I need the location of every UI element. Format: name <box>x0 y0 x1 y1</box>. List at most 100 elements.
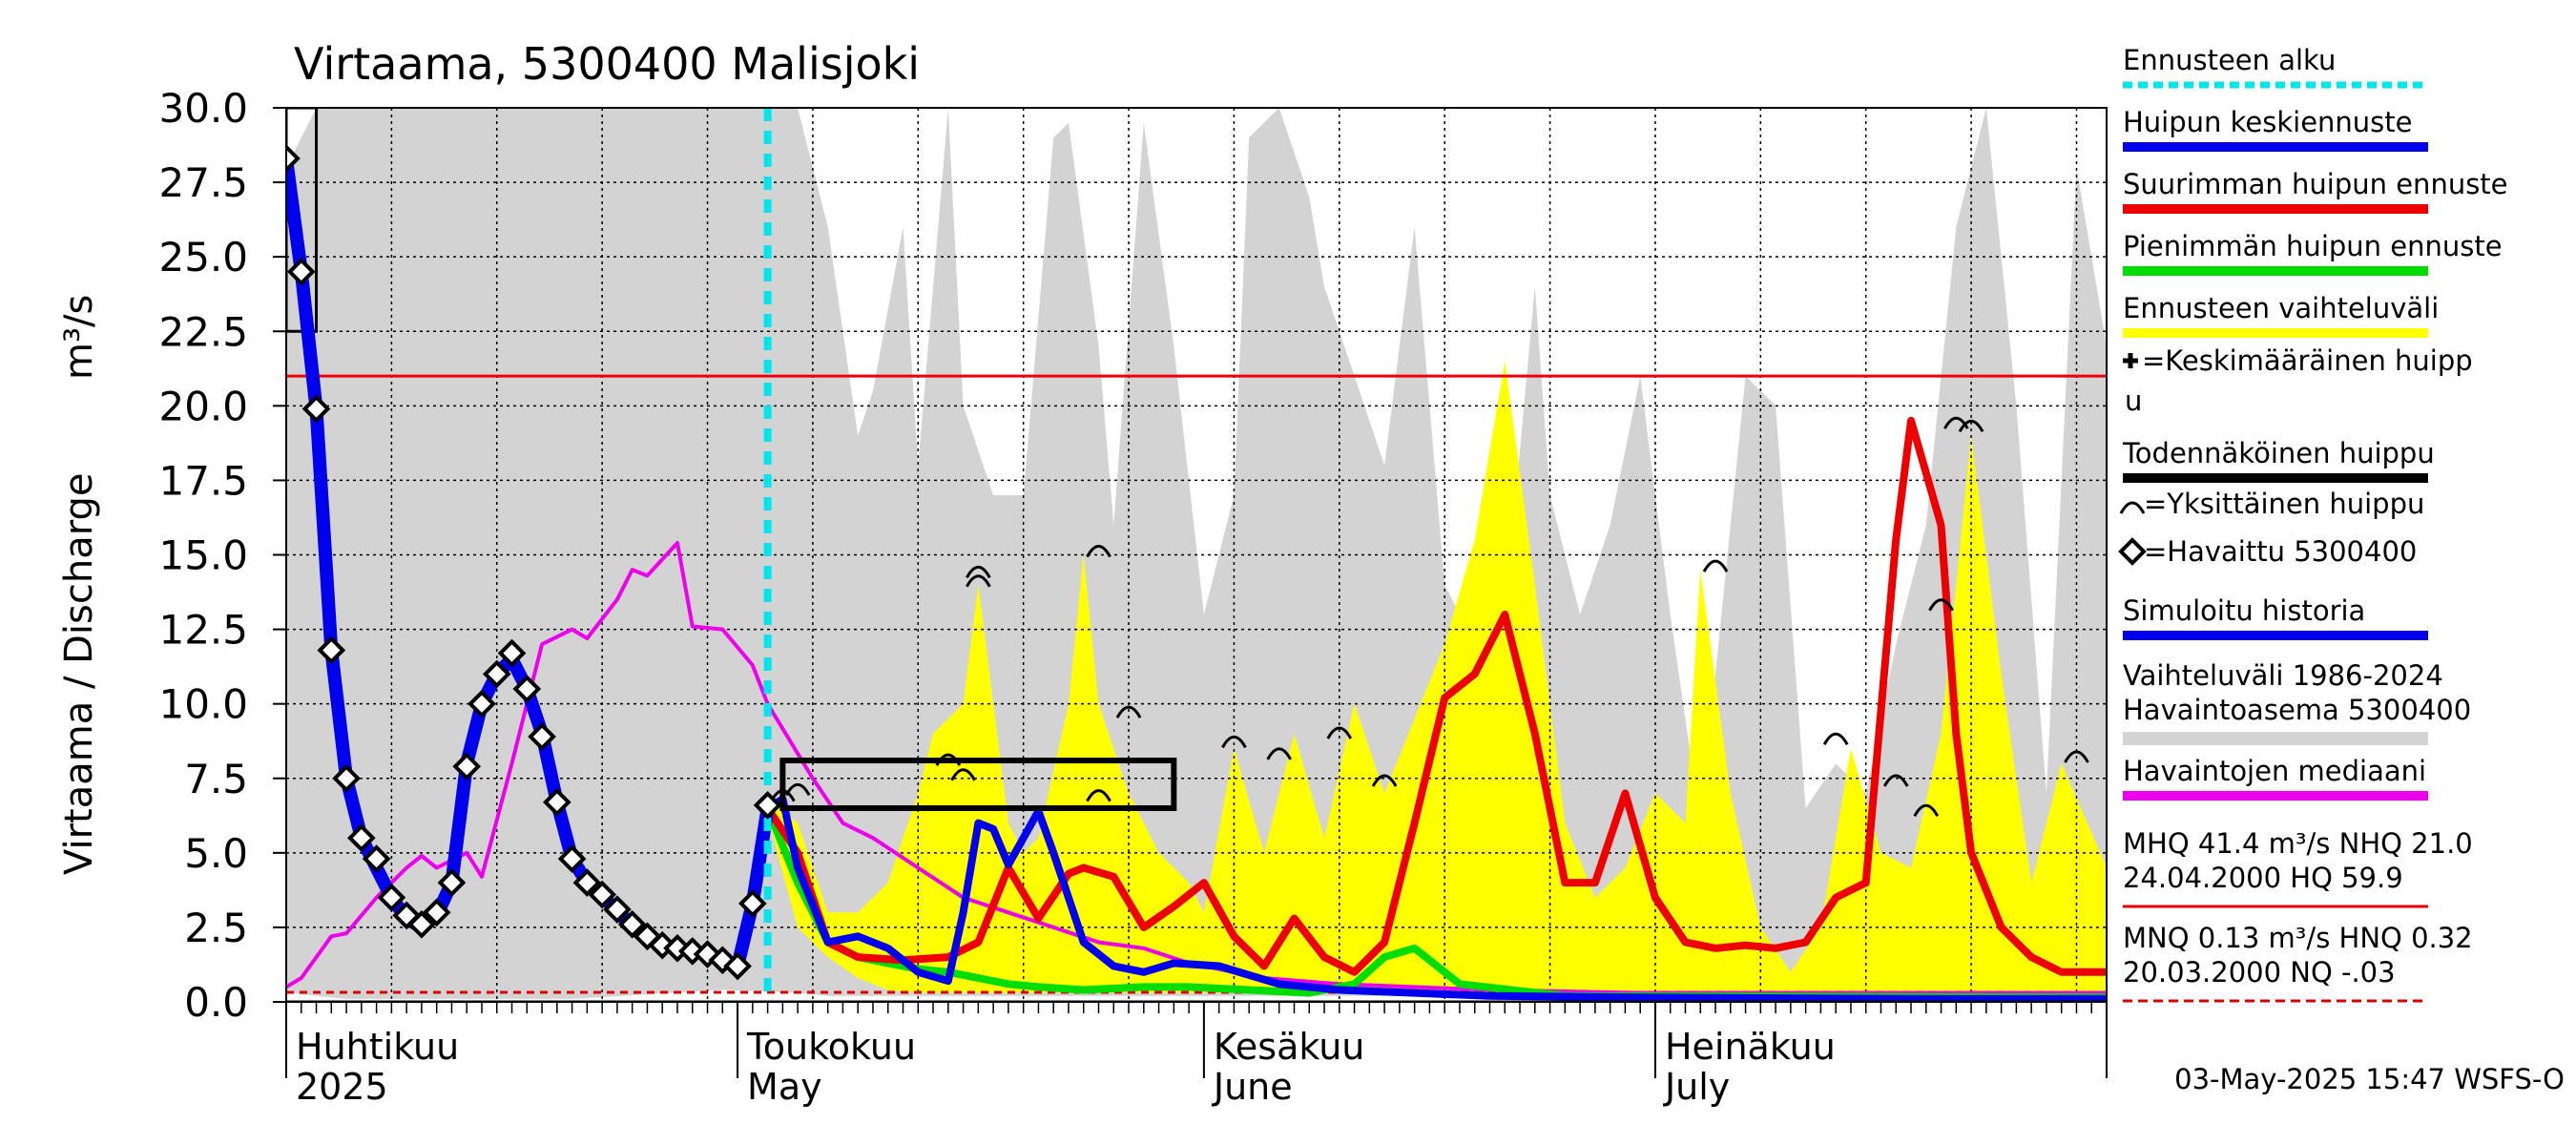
month-label-en: June <box>1212 1066 1293 1108</box>
observed-point <box>693 940 722 968</box>
legend-label-line2: Havaintoasema 5300400 <box>2123 694 2471 726</box>
y-tick-label: 22.5 <box>158 308 248 355</box>
y-tick-label: 30.0 <box>158 85 248 132</box>
plot-content <box>286 108 2107 1002</box>
observed-point <box>482 659 511 689</box>
single-peak-marker <box>1928 598 1954 612</box>
legend-label: Suurimman huipun ennuste <box>2123 168 2508 200</box>
legend-label-line2: 24.04.2000 HQ 59.9 <box>2123 862 2403 894</box>
observed-point <box>301 394 331 424</box>
observed-point <box>557 844 587 873</box>
single-peak-marker <box>1882 774 1909 787</box>
legend-label: MNQ 0.13 m³/s HNQ 0.32 <box>2123 922 2473 954</box>
observed-point <box>286 257 316 286</box>
observed-point <box>422 898 451 927</box>
month-label-en: May <box>747 1066 822 1108</box>
single-peak-marker <box>1913 803 1940 817</box>
legend-label: =Keskimääräinen huipp <box>2142 344 2473 377</box>
y-tick-label: 25.0 <box>158 234 248 281</box>
y-tick-label: 15.0 <box>158 532 248 579</box>
y-tick-label: 2.5 <box>184 905 248 951</box>
single-peak-marker <box>950 768 976 781</box>
legend-label: Vaihteluväli 1986-2024 <box>2123 659 2443 692</box>
observed-point <box>362 844 391 873</box>
y-tick-label: 17.5 <box>158 457 248 504</box>
observed-point <box>317 635 346 665</box>
single-peak-marker <box>1702 559 1729 572</box>
y-tick-label: 0.0 <box>184 979 248 1026</box>
observed-point <box>407 909 436 939</box>
observed-point <box>572 868 602 897</box>
chart-title: Virtaama, 5300400 Malisjoki <box>294 38 920 90</box>
observed-point <box>648 930 677 960</box>
observed-point <box>723 951 752 981</box>
timestamp-footer: 03-May-2025 15:47 WSFS-O <box>2174 1063 2565 1095</box>
observed-point <box>617 909 647 939</box>
single-peak-marker <box>1266 747 1293 760</box>
legend-label: Havaintojen mediaani <box>2123 755 2426 787</box>
legend-label: MHQ 41.4 m³/s NHQ 21.0 <box>2123 827 2473 860</box>
legend-label: Todennäköinen huippu <box>2122 437 2435 469</box>
forecast-range-band <box>767 361 2107 993</box>
observed-peak-marker <box>784 782 811 797</box>
legend-label: Pienimmän huipun ennuste <box>2123 230 2503 262</box>
legend-label: =Yksittäinen huippu <box>2144 488 2424 520</box>
month-label-fi: Toukokuu <box>746 1026 916 1068</box>
mean-peak-box <box>779 758 1177 811</box>
observed-point <box>452 752 482 781</box>
legend-arc-symbol <box>2119 501 2146 514</box>
series-line-2 <box>763 416 2107 976</box>
legend-diamond-symbol <box>2118 537 2147 566</box>
legend-label: Simuloitu historia <box>2123 594 2365 627</box>
legend-label-line2: 20.03.2000 NQ -.03 <box>2123 956 2396 989</box>
single-peak-marker <box>1942 416 1969 429</box>
observed-point <box>588 880 616 909</box>
month-label-fi: Huhtikuu <box>296 1026 459 1068</box>
y-tick-label: 5.0 <box>184 830 248 877</box>
month-label-en: July <box>1663 1066 1730 1108</box>
observed-point <box>286 144 301 173</box>
legend-label: =Havaittu 5300400 <box>2144 535 2417 568</box>
single-peak-marker <box>935 753 962 766</box>
observed-point <box>512 675 542 703</box>
single-peak-marker <box>966 574 991 588</box>
legend-label: Ennusteen vaihteluväli <box>2123 292 2439 324</box>
axes: 0.0 2.5 5.0 7.5 10.0 12.5 15.0 17.5 20.0 22.5 25.0… <box>158 85 2108 1108</box>
legend-plus-symbol <box>2123 353 2138 368</box>
observed-point <box>467 689 496 718</box>
observed-point <box>497 638 527 668</box>
observed-point <box>753 791 782 820</box>
series-line-3 <box>763 795 2107 1002</box>
single-peak-marker <box>1086 545 1111 558</box>
observed-point <box>543 787 571 817</box>
plot-area <box>286 108 2107 1002</box>
historical-range-band <box>286 108 2107 999</box>
observed-point <box>332 763 361 793</box>
single-peak-marker <box>1086 789 1111 802</box>
single-peak-marker <box>1221 735 1247 749</box>
legend-label: Ennusteen alku <box>2123 44 2336 76</box>
y-tick-label: 10.0 <box>158 681 248 728</box>
single-peak-marker <box>1822 732 1849 746</box>
observed-point <box>603 895 632 925</box>
legend: Ennusteen alku Huipun keskiennuste Suurimm… <box>2118 44 2508 1003</box>
y-tick-label: 27.5 <box>158 159 248 206</box>
legend-label: Huipun keskiennuste <box>2123 106 2413 138</box>
y-axis-unit: m³/s <box>57 295 101 380</box>
observed-point <box>377 883 406 912</box>
y-tick-label: 20.0 <box>158 383 248 429</box>
single-peak-marker <box>1958 419 1984 433</box>
observed-point <box>347 823 376 853</box>
month-label-en: 2025 <box>296 1066 388 1108</box>
month-label-fi: Kesäkuu <box>1214 1026 1365 1068</box>
observed-point <box>737 889 767 918</box>
single-peak-marker <box>2064 750 2089 763</box>
single-peak-marker <box>1371 774 1398 787</box>
single-peak-marker <box>1326 726 1353 739</box>
y-tick-label: 7.5 <box>184 756 248 802</box>
legend-label-line2: u <box>2125 385 2142 417</box>
single-peak-marker <box>1115 705 1142 718</box>
month-label-fi: Heinäkuu <box>1665 1026 1836 1068</box>
observed-point <box>437 868 467 897</box>
